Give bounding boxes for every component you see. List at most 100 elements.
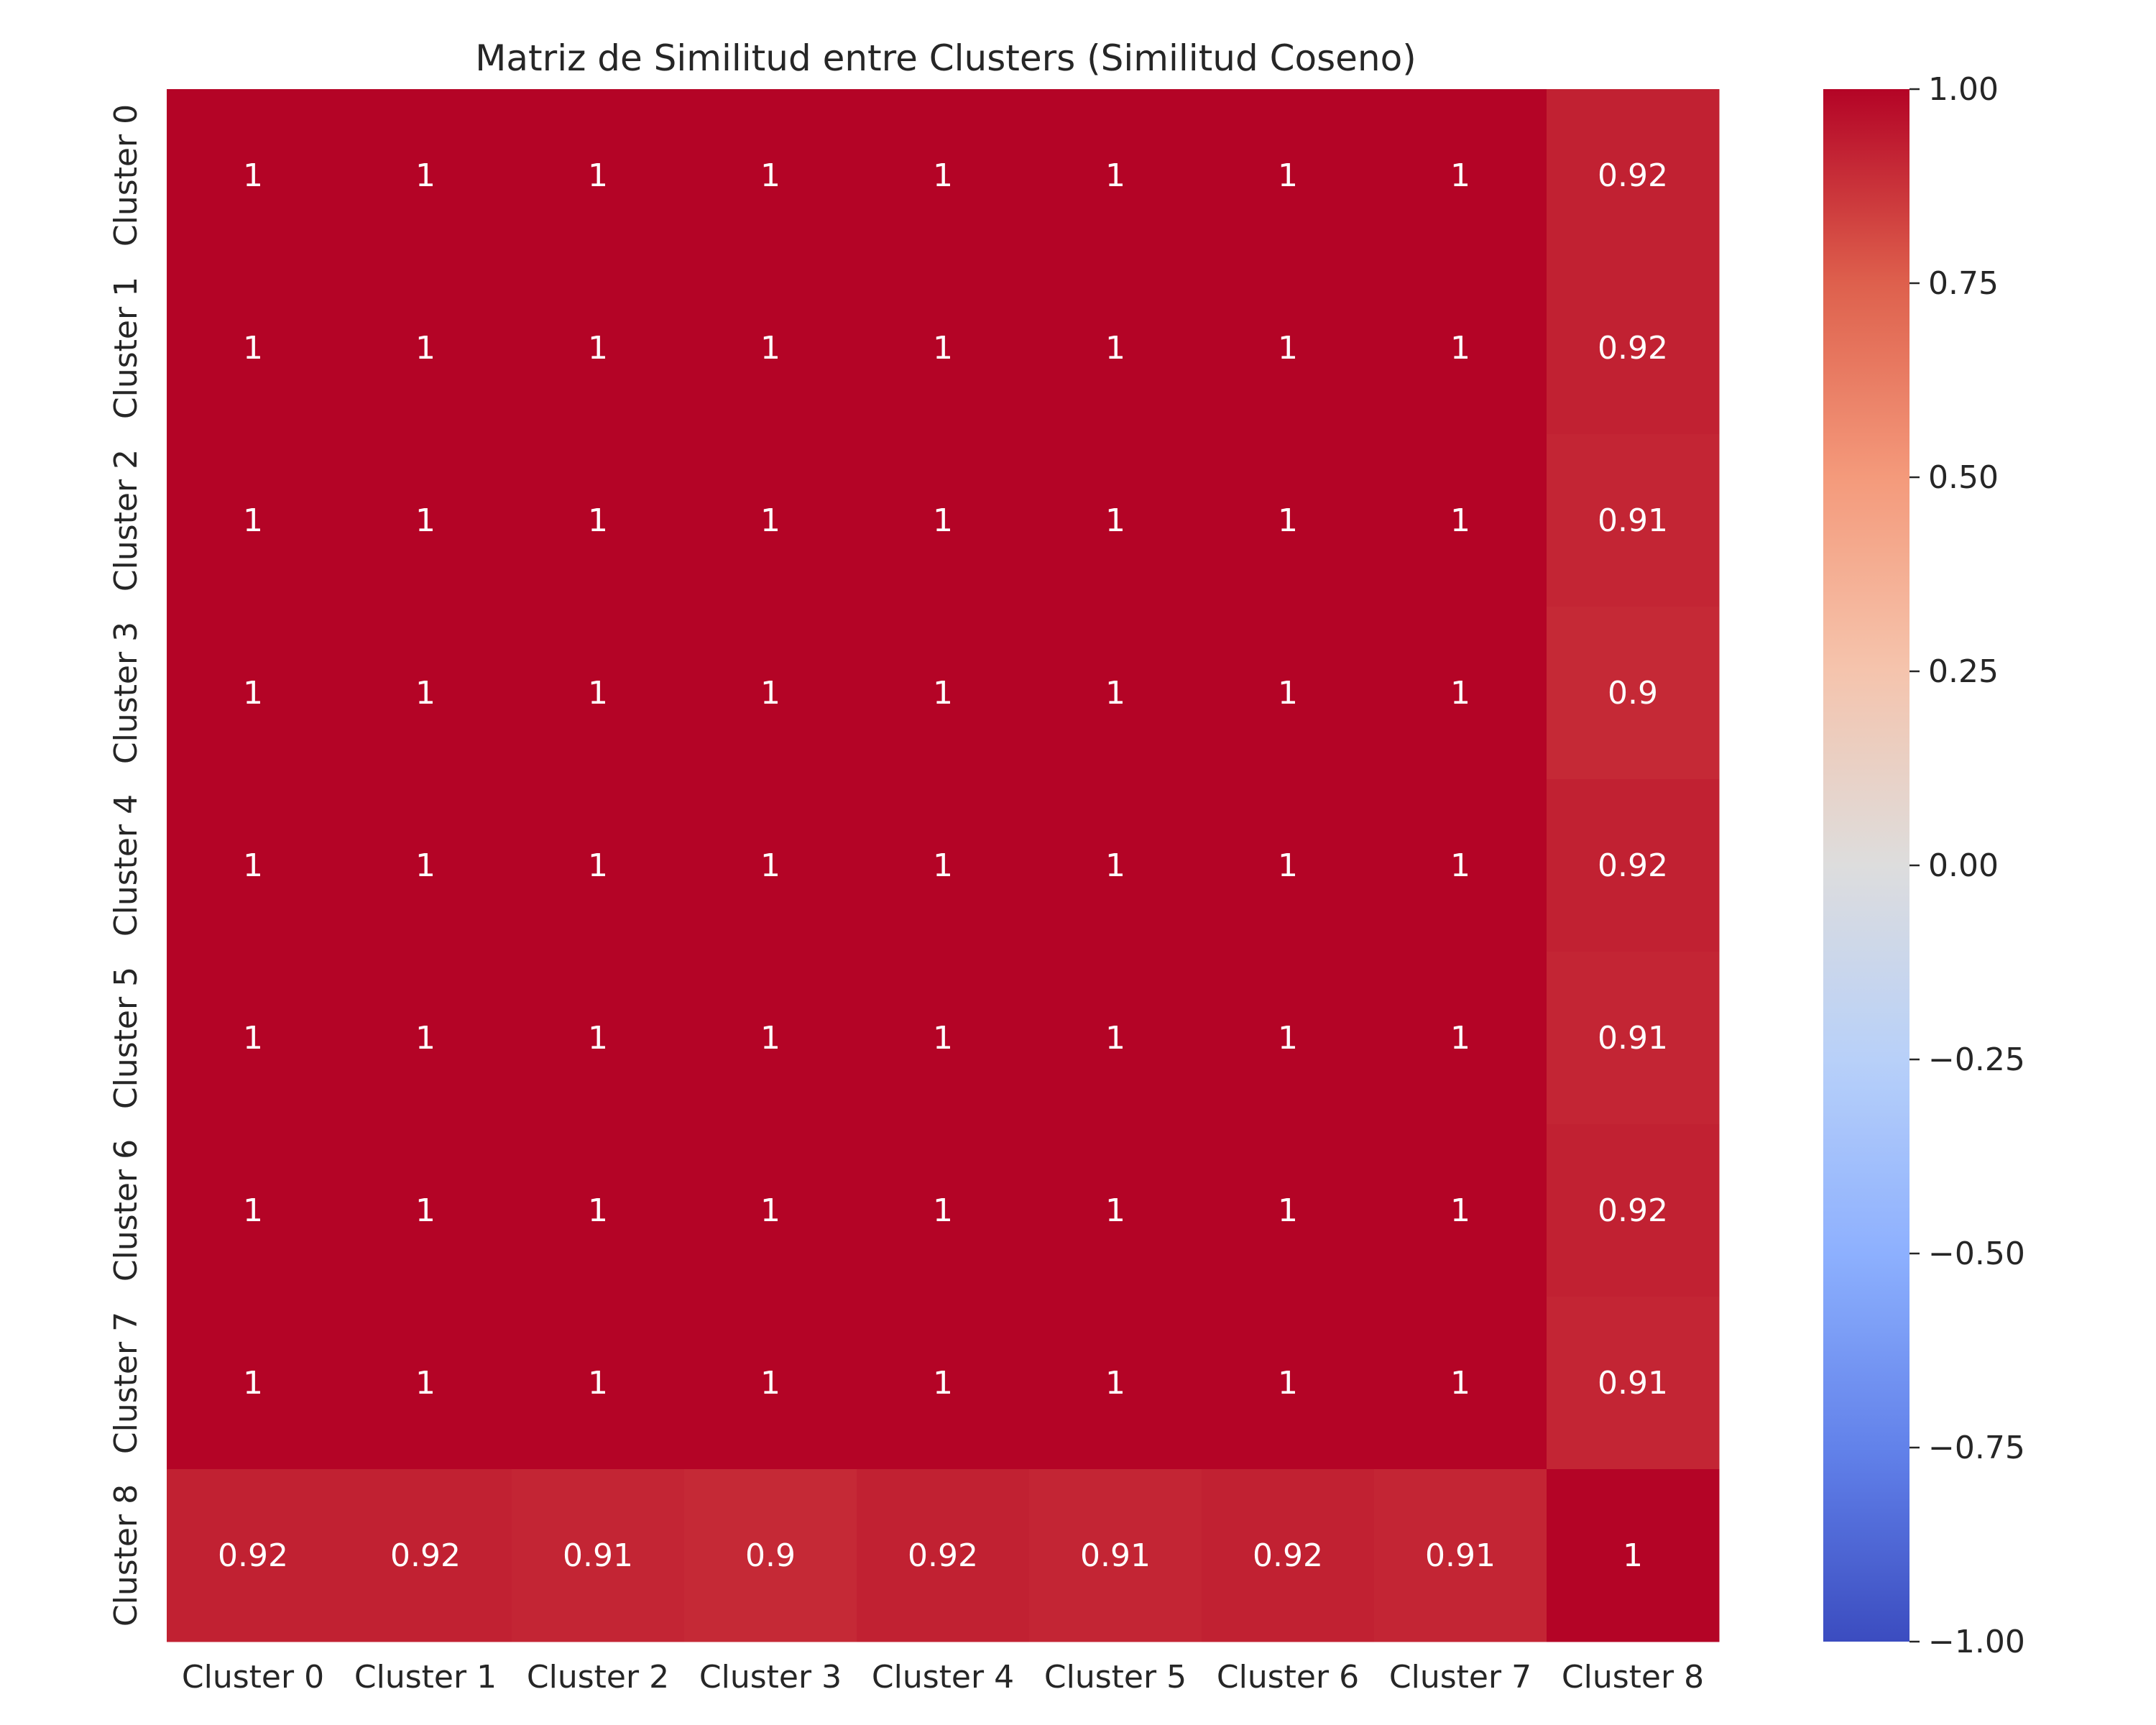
cell-value-label: 1 (760, 1020, 780, 1057)
cell-value-label: 1 (243, 157, 263, 194)
heatmap-cells: 1 1 1 1 1 1 1 1 0.92 1 1 1 1 1 1 1 1 0.92 1 1 1 1 1 1 1 1 0.91 1 1 1 1… (167, 89, 1720, 1642)
cell-value-label: 0.91 (1598, 502, 1668, 539)
colorbar-tick-label: −0.75 (1928, 1430, 2025, 1466)
heatmap-cell (857, 1124, 1030, 1297)
heatmap-cell (512, 262, 685, 435)
cell-value-label: 1 (760, 1192, 780, 1229)
cell-value-label: 1 (933, 1365, 953, 1402)
colorbar-tick-label: −0.25 (1928, 1041, 2025, 1078)
cell-value-label: 1 (1105, 675, 1125, 712)
heatmap-cell (857, 779, 1030, 952)
chart-title: Matriz de Similitud entre Clusters (Simi… (475, 37, 1416, 79)
heatmap-cell (857, 89, 1030, 262)
cell-value-label: 0.92 (218, 1537, 288, 1574)
cell-value-label: 1 (588, 502, 608, 539)
heatmap-cell (1029, 89, 1202, 262)
heatmap-cell (1547, 779, 1720, 952)
heatmap-cell (1029, 1469, 1202, 1642)
heatmap-cell (1029, 607, 1202, 780)
heatmap-cell (1202, 1297, 1375, 1470)
heatmap-cell (857, 1297, 1030, 1470)
heatmap-cell (684, 1297, 857, 1470)
cell-value-label: 1 (415, 157, 436, 194)
cell-value-label: 1 (1450, 1365, 1470, 1402)
heatmap-cell (1374, 434, 1547, 607)
heatmap-cell (684, 607, 857, 780)
x-tick-label: Cluster 0 (182, 1659, 324, 1696)
cell-value-label: 1 (1450, 675, 1470, 712)
cell-value-label: 1 (760, 1365, 780, 1402)
cell-value-label: 1 (1278, 1020, 1298, 1057)
heatmap-cell (1374, 607, 1547, 780)
cell-value-label: 0.92 (1253, 1537, 1323, 1574)
colorbar-tick-label: −0.50 (1928, 1236, 2025, 1272)
heatmap-cell (167, 1297, 340, 1470)
heatmap-cell (339, 779, 512, 952)
cell-value-label: 1 (1278, 675, 1298, 712)
y-tick-label: Cluster 0 (108, 104, 144, 247)
heatmap-cell (339, 434, 512, 607)
heatmap-cell (1202, 1469, 1375, 1642)
heatmap-cell (167, 434, 340, 607)
cell-value-label: 1 (243, 847, 263, 884)
cell-value-label: 1 (243, 502, 263, 539)
cell-value-label: 1 (1105, 1020, 1125, 1057)
heatmap-cell (339, 1124, 512, 1297)
heatmap-cell (1547, 1124, 1720, 1297)
heatmap-cell (857, 262, 1030, 435)
cell-value-label: 1 (1105, 330, 1125, 367)
cell-value-label: 1 (760, 330, 780, 367)
cell-value-label: 1 (243, 1192, 263, 1229)
cell-value-label: 0.92 (1598, 330, 1668, 367)
cell-value-label: 0.92 (908, 1537, 978, 1574)
heatmap-cell (1029, 1297, 1202, 1470)
heatmap-cell (1374, 779, 1547, 952)
cell-value-label: 1 (588, 1365, 608, 1402)
y-tick-label: Cluster 3 (108, 622, 144, 764)
cell-value-label: 1 (243, 1365, 263, 1402)
heatmap-cell (1374, 1469, 1547, 1642)
cell-value-label: 1 (1278, 1365, 1298, 1402)
heatmap-cell (1374, 1297, 1547, 1470)
cell-value-label: 1 (1105, 1365, 1125, 1402)
heatmap-cell (512, 1469, 685, 1642)
heatmap-cell (857, 434, 1030, 607)
heatmap-cell (1547, 262, 1720, 435)
x-tick-label: Cluster 5 (1044, 1659, 1187, 1696)
cell-value-label: 1 (760, 502, 780, 539)
colorbar-tick-label: 0.25 (1928, 653, 1999, 690)
cell-value-label: 1 (760, 675, 780, 712)
cell-value-label: 1 (1278, 1192, 1298, 1229)
heatmap-cell (1374, 952, 1547, 1125)
heatmap-cell (1202, 434, 1375, 607)
heatmap-cell (1547, 1469, 1720, 1642)
colorbar-tick-label: 1.00 (1928, 71, 1999, 108)
heatmap-cell (167, 607, 340, 780)
cell-value-label: 1 (1278, 330, 1298, 367)
heatmap-cell (684, 89, 857, 262)
y-tick-label: Cluster 4 (108, 794, 144, 937)
cell-value-label: 1 (1105, 847, 1125, 884)
heatmap-cell (167, 779, 340, 952)
cell-value-label: 1 (1450, 847, 1470, 884)
cell-value-label: 1 (1450, 1192, 1470, 1229)
heatmap-cell (684, 1124, 857, 1297)
heatmap-cell (1202, 1124, 1375, 1297)
cell-value-label: 1 (1105, 157, 1125, 194)
x-tick-label: Cluster 2 (527, 1659, 669, 1696)
cell-value-label: 0.91 (563, 1537, 633, 1574)
colorbar-tick-label: 0.00 (1928, 847, 1999, 884)
heatmap-cell (339, 262, 512, 435)
cell-value-label: 1 (415, 502, 436, 539)
heatmap-cell (512, 607, 685, 780)
heatmap-cell (1547, 1297, 1720, 1470)
heatmap-cell (1547, 607, 1720, 780)
heatmap-cell (1202, 262, 1375, 435)
cell-value-label: 0.91 (1598, 1020, 1668, 1057)
heatmap-cell (339, 1469, 512, 1642)
cell-value-label: 1 (1450, 502, 1470, 539)
cell-value-label: 1 (1450, 157, 1470, 194)
heatmap-cell (857, 952, 1030, 1125)
heatmap-cell (857, 1469, 1030, 1642)
heatmap-cell (1374, 1124, 1547, 1297)
